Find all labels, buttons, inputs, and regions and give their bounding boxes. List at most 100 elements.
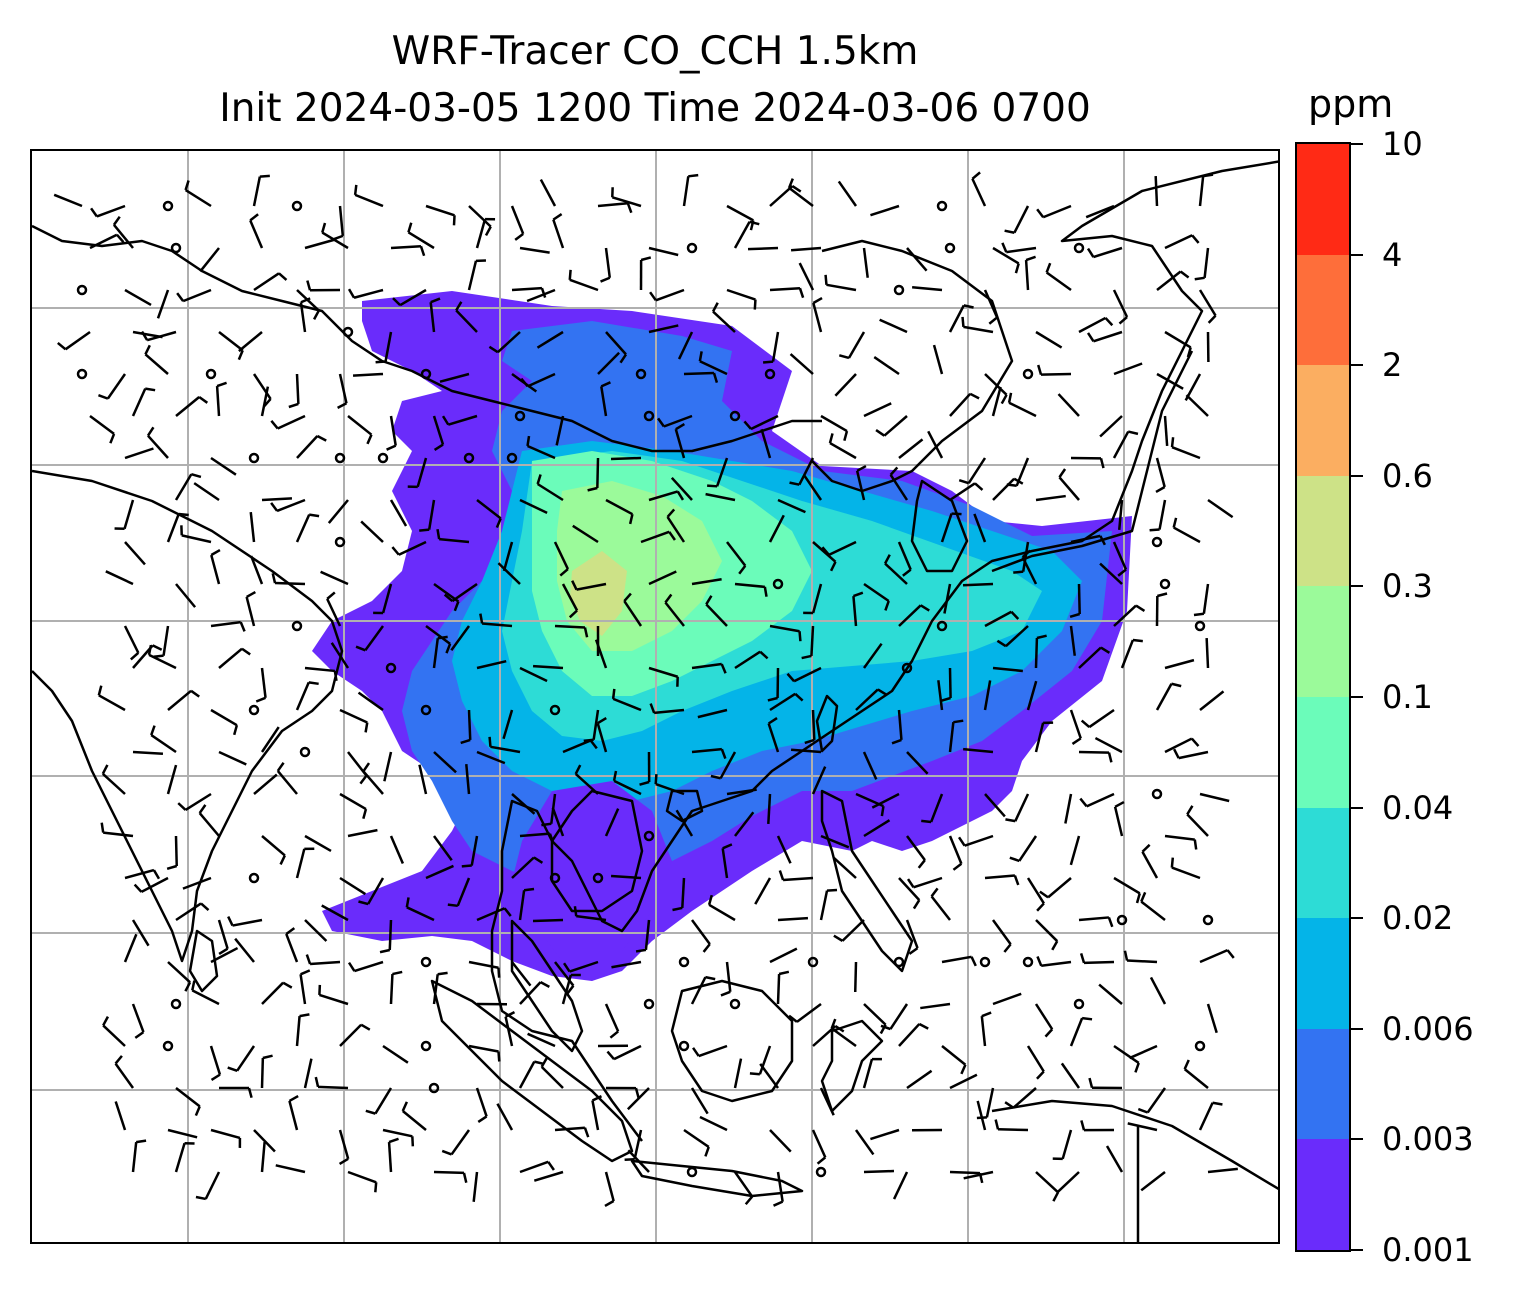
wind-barb [734, 811, 755, 837]
wind-barb [790, 246, 822, 252]
wind-barb [520, 372, 556, 388]
wind-barb [210, 620, 246, 632]
wind-barb [672, 877, 686, 912]
wind-barb [1009, 835, 1038, 863]
wind-barb [726, 288, 757, 310]
wind-barb [167, 689, 200, 711]
wind-barb [1172, 517, 1201, 544]
wind-barb [339, 708, 369, 733]
wind-barb [720, 961, 732, 997]
colorbar-tick [1351, 143, 1363, 145]
wind-barb [678, 956, 690, 968]
wind-barb [798, 262, 815, 291]
wind-barb [944, 242, 956, 254]
wind-barb [114, 1101, 127, 1131]
wind-barb [210, 456, 237, 476]
wind-barb [1035, 919, 1059, 951]
wind-barb [1039, 877, 1072, 899]
wind-barb [561, 973, 581, 1005]
wind-barb [591, 1095, 603, 1131]
colorbar [1295, 142, 1351, 1252]
wind-barb [1078, 646, 1111, 669]
wind-barb [562, 739, 598, 754]
wind-barb [140, 330, 177, 342]
wind-barb [834, 373, 857, 397]
colorbar-tick [1351, 1249, 1363, 1251]
wind-barb [949, 392, 980, 417]
wind-barb [815, 1166, 827, 1178]
wind-barb [1164, 330, 1192, 358]
wind-barb [347, 1170, 378, 1193]
colorbar-tick-label: 0.6 [1382, 456, 1433, 495]
wind-barb [562, 960, 599, 973]
wind-barb [360, 520, 384, 543]
wind-barb [777, 498, 806, 514]
wind-barb [610, 874, 642, 880]
wind-barb [479, 613, 513, 628]
wind-barb [1112, 541, 1128, 577]
coastline-central-asia-border [32, 224, 822, 453]
wind-barb [1001, 242, 1037, 254]
wind-barb [604, 808, 620, 837]
wind-barb [803, 583, 823, 615]
chart-title-line-2: Init 2024-03-05 1200 Time 2024-03-06 070… [219, 86, 1091, 131]
chart-title-line-1: WRF-Tracer CO_CCH 1.5km [391, 29, 919, 74]
wind-barb [963, 1170, 994, 1180]
wind-barb [572, 524, 599, 544]
wind-barb [571, 580, 607, 591]
colorbar-tick [1351, 253, 1363, 256]
wind-barb [1183, 1059, 1209, 1089]
wind-barb [853, 961, 858, 993]
wind-barb [623, 592, 643, 627]
colorbar-segment-5 [1297, 586, 1349, 698]
wind-barb [932, 344, 944, 375]
wind-barb [1064, 793, 1073, 824]
wind-barb [611, 688, 642, 712]
wind-barb [855, 688, 888, 711]
colorbar-segment-9 [1297, 144, 1349, 255]
wind-barb [654, 774, 685, 796]
wind-barb [664, 593, 685, 627]
wind-barb [504, 1010, 516, 1047]
wind-barb [291, 620, 303, 632]
wind-barb [596, 716, 608, 753]
wind-barb [1013, 541, 1030, 574]
wind-barb [754, 877, 772, 905]
wind-barb [639, 256, 652, 291]
wind-barb [1164, 834, 1198, 850]
colorbar-segment-2 [1297, 918, 1349, 1029]
wind-barb [992, 477, 1024, 501]
wind-barb [174, 472, 202, 501]
wind-barb [992, 246, 1020, 274]
wind-barb [1069, 583, 1081, 619]
wind-barb [519, 246, 550, 254]
wind-barb [248, 872, 260, 884]
wind-barb [854, 1129, 875, 1156]
wind-barb [102, 1016, 126, 1047]
wind-barb [1159, 578, 1171, 590]
wind-barb [539, 178, 557, 207]
wind-barb [879, 318, 908, 334]
colorbar-segment-1 [1297, 1028, 1349, 1140]
wind-barb [597, 202, 633, 214]
wind-barb [391, 540, 427, 556]
wind-barb [711, 302, 736, 333]
wind-barb [392, 288, 427, 307]
wind-barb [420, 368, 432, 380]
wind-barb [497, 562, 521, 585]
map-canvas [32, 151, 1278, 1242]
wind-barb [898, 604, 930, 627]
wind-barb [375, 331, 393, 364]
wind-barb [692, 1044, 728, 1058]
wind-barb [875, 415, 908, 437]
wind-barb [1199, 792, 1230, 803]
wind-barb [594, 639, 608, 669]
wind-barb [170, 998, 182, 1010]
wind-barb [640, 530, 676, 544]
map-gridlines [32, 151, 1278, 1242]
wind-barb [898, 1022, 929, 1047]
wind-barb [1185, 394, 1209, 417]
wind-barb [1113, 800, 1125, 837]
wind-barb [527, 1032, 556, 1048]
wind-barb [898, 877, 921, 910]
